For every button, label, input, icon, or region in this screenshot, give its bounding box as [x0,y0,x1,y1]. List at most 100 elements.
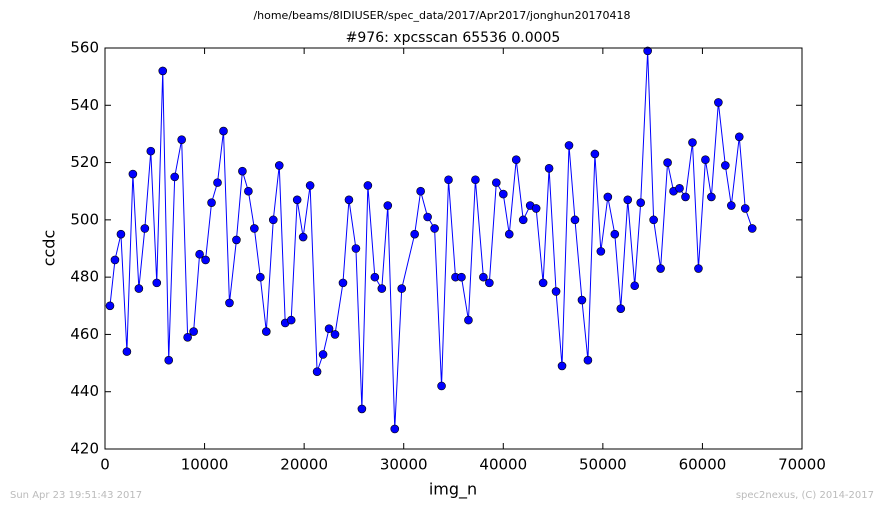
data-line [109,50,753,429]
data-point [479,272,488,282]
data-point [170,172,179,182]
suptitle: /home/beams/8IDIUSER/spec_data/2017/Apr2… [253,9,630,22]
data-point [603,192,613,202]
data-point [734,132,744,142]
data-point [383,201,393,210]
data-point [485,278,494,288]
data-point [244,186,253,196]
data-point [596,247,606,256]
data-point [146,146,156,156]
data-point [663,158,672,167]
data-point [740,204,750,213]
data-point [656,264,665,273]
data-point [410,229,419,239]
x-tick-label: 70000 [778,456,826,474]
data-point [286,315,296,325]
data-point [643,46,652,56]
data-point [416,186,425,196]
data-point [464,315,473,325]
data-point [423,212,432,222]
data-point [140,224,150,233]
data-point [232,235,241,245]
data-point [250,224,259,233]
data-point [590,149,600,159]
data-point [256,272,265,282]
data-point [675,184,684,193]
footer-left: Sun Apr 23 19:51:43 2017 [10,490,142,501]
x-tick-label: 40000 [479,456,527,474]
data-point [531,204,541,213]
data-point [330,330,340,339]
y-tick-label: 500 [70,210,99,228]
x-tick-label: 60000 [679,456,727,474]
data-point [357,404,367,414]
y-tick-label: 440 [70,382,99,400]
data-point [694,264,703,273]
data-point [544,164,554,173]
data-point [707,192,716,202]
y-tick-label: 540 [70,96,99,114]
data-point [616,304,626,313]
data-point [430,224,439,233]
data-point [538,278,548,288]
data-point [518,215,528,225]
data-point [164,355,174,365]
y-tick-label: 480 [70,268,99,286]
data-point [324,324,334,334]
data-point [318,350,328,359]
chart-title: #976: xpcsscan 65536 0.0005 [346,30,561,46]
y-tick-label: 420 [70,440,99,458]
data-point [688,138,697,147]
data-point [152,278,162,288]
data-point [681,192,690,202]
data-point [564,141,574,150]
data-point [195,249,204,259]
data-point [370,272,380,282]
data-point [351,244,361,253]
data-point [610,229,620,239]
data-point [363,181,373,190]
data-point [116,229,126,239]
data-point [457,272,466,282]
data-point [714,98,723,107]
data-point [105,301,115,311]
x-tick-label: 20000 [280,456,328,474]
data-point [213,178,222,187]
data-point [377,284,387,293]
data-point [444,175,453,185]
data-point [268,215,278,225]
data-point [219,126,228,136]
data-point [570,215,580,225]
data-point [183,332,192,342]
data-point [207,198,216,207]
y-axis-label: ccdc [40,230,59,267]
data-point [305,181,315,190]
data-point [577,295,587,305]
axes-frame [104,47,803,450]
data-point [727,201,736,210]
data-point [397,284,407,293]
y-tick-label: 560 [70,39,99,57]
data-point [122,347,132,356]
data-point [189,327,198,336]
data-point [492,178,501,187]
data-point [636,198,645,207]
footer-right: spec2nexus, (C) 2014-2017 [736,490,874,501]
data-point [498,189,508,199]
data-point [630,281,640,291]
data-point [747,224,757,233]
data-point [262,327,271,336]
data-point [274,161,284,170]
data-point [177,135,186,144]
data-point [390,424,400,434]
data-point [649,215,658,225]
data-point [238,166,247,176]
x-axis-label: img_n [429,480,477,500]
data-point [471,175,480,185]
y-tick-label: 460 [70,325,99,343]
data-point [551,287,561,296]
x-tick-label: 10000 [181,456,229,474]
y-tick-label: 520 [70,153,99,171]
data-point [338,278,348,288]
